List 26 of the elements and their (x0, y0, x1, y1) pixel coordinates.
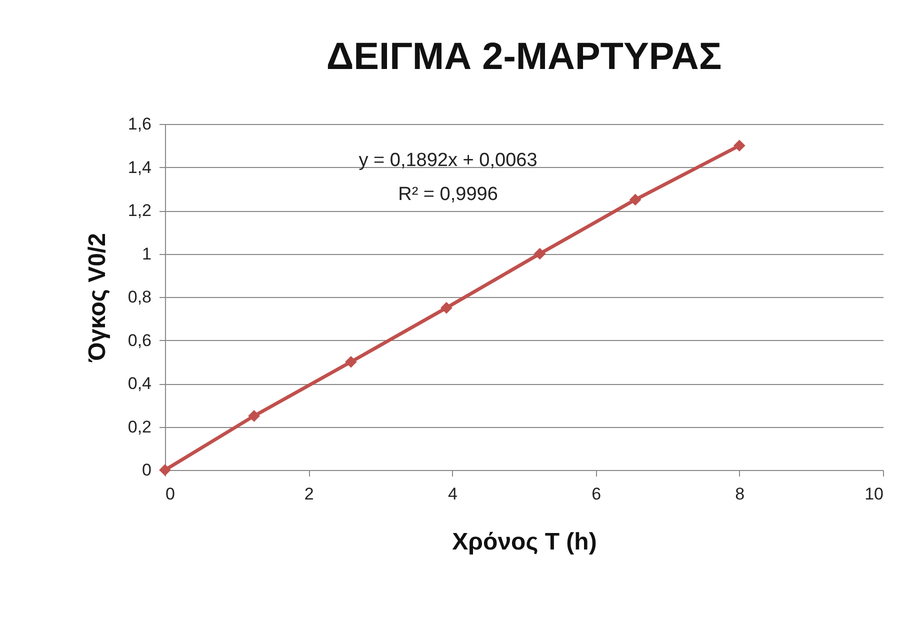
x-axis-title: Χρόνος T (h) (452, 528, 597, 556)
y-tick-label: 1,4 (128, 158, 152, 177)
y-tick-label: 1,2 (128, 201, 152, 220)
annotation: y = 0,1892x + 0,0063 (358, 150, 538, 171)
point (629, 194, 642, 206)
x-tick-label: 4 (448, 484, 458, 504)
y-tick-label: 0,8 (128, 288, 152, 306)
point (248, 410, 260, 422)
chart-title: ΔΕΙΓΜΑ 2-ΜΑΡΤΥΡΑΣ (326, 36, 722, 78)
point (534, 248, 546, 260)
x-tick-label: 0 (166, 484, 175, 504)
annotation: R² = 0,9996 (398, 184, 498, 205)
y-tick-label: 0,6 (128, 330, 152, 350)
x-tick-label: 6 (592, 484, 602, 504)
point (733, 140, 746, 152)
x-tick-label: 2 (304, 484, 314, 504)
x-tick-label: 10 (864, 484, 884, 504)
point (345, 356, 357, 368)
x-tick-label: 8 (735, 484, 745, 504)
point (440, 302, 452, 314)
y-tick-label: 1 (142, 244, 152, 264)
y-tick-label: 0 (142, 460, 152, 480)
y-axis-title: Όγκος V0/2 (84, 233, 111, 363)
y-tick-label: 1,6 (128, 114, 152, 134)
y-tick-label: 0,4 (128, 374, 152, 393)
y-tick-label: 0,2 (128, 417, 152, 436)
